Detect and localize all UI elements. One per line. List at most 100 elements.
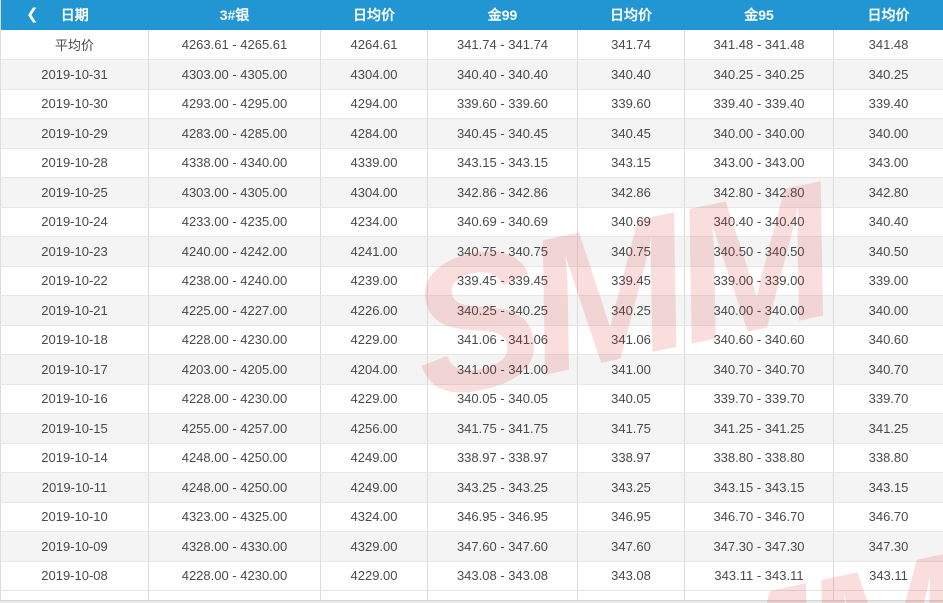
date-cell: 2019-10-21 — [0, 295, 149, 326]
silver3-price-range-cell: 4338.00 - 4340.00 — [148, 148, 321, 178]
gold95-daily-avg-cell: 340.70 — [833, 354, 943, 385]
date-cell: 2019-10-28 — [0, 148, 149, 178]
gold95-daily-avg-cell: 343.15 — [833, 472, 943, 503]
silver3-daily-avg-cell: 4229.00 — [320, 384, 428, 414]
table-row: 2019-10-14 4248.00 - 4250.00 4249.00 338.97… — [0, 443, 943, 473]
gold95-daily-avg-cell: 347.30 — [833, 531, 943, 562]
silver3-daily-avg-cell: 4229.00 — [320, 561, 428, 591]
gold99-price-range-cell: 346.95 - 346.95 — [427, 502, 578, 532]
gold95-daily-avg-cell: 343.11 — [833, 561, 943, 591]
table-row: 2019-10-18 4228.00 - 4230.00 4229.00 341.06… — [0, 325, 943, 355]
table-row: 2019-10-10 4323.00 - 4325.00 4324.00 346.95… — [0, 502, 943, 532]
gold99-daily-avg-cell: 343.25 — [577, 472, 685, 503]
silver3-price-range-cell: 4233.00 - 4235.00 — [148, 207, 321, 237]
gold95-price-range-cell: 341.48 - 341.48 — [684, 30, 834, 60]
table-row: 2019-10-08 4228.00 - 4230.00 4229.00 343.08… — [0, 561, 943, 591]
gold99-price-range-cell: 340.40 - 340.40 — [427, 59, 578, 90]
gold95-daily-avg-cell: 340.40 — [833, 207, 943, 237]
gold99-daily-avg-cell: 340.25 — [577, 295, 685, 326]
silver3-price-range-cell: 4238.00 - 4240.00 — [148, 266, 321, 296]
empty-cell — [684, 590, 834, 603]
gold95-daily-avg-cell: 340.00 — [833, 118, 943, 149]
silver3-daily-avg-cell: 4339.00 — [320, 148, 428, 178]
gold99-price-range-cell: 340.05 - 340.05 — [427, 384, 578, 414]
gold99-daily-avg-cell: 347.60 — [577, 531, 685, 562]
table-body: 平均价 4263.61 - 4265.61 4264.61 341.74 - 341.… — [0, 30, 943, 603]
date-cell: 2019-10-10 — [0, 502, 149, 532]
col-header-date: ❮ 日期 — [0, 0, 149, 30]
date-cell: 2019-10-31 — [0, 59, 149, 90]
gold99-price-range-cell: 340.75 - 340.75 — [427, 236, 578, 267]
gold99-daily-avg-cell: 339.60 — [577, 89, 685, 119]
silver3-daily-avg-cell: 4226.00 — [320, 295, 428, 326]
gold95-price-range-cell: 347.30 - 347.30 — [684, 531, 834, 562]
date-cell: 2019-10-23 — [0, 236, 149, 267]
date-cell: 2019-10-29 — [0, 118, 149, 149]
silver3-daily-avg-cell: 4329.00 — [320, 531, 428, 562]
date-cell: 2019-10-17 — [0, 354, 149, 385]
gold95-price-range-cell: 340.25 - 340.25 — [684, 59, 834, 90]
table-row: 2019-10-17 4203.00 - 4205.00 4204.00 341.00… — [0, 354, 943, 385]
silver3-daily-avg-cell: 4256.00 — [320, 413, 428, 444]
gold99-daily-avg-cell: 346.95 — [577, 502, 685, 532]
gold95-daily-avg-cell: 346.70 — [833, 502, 943, 532]
silver3-daily-avg-cell: 4249.00 — [320, 443, 428, 473]
gold95-price-range-cell: 340.50 - 340.50 — [684, 236, 834, 267]
chevron-left-icon[interactable]: ❮ — [26, 6, 39, 24]
silver3-daily-avg-cell: 4264.61 — [320, 30, 428, 60]
silver3-daily-avg-cell: 4284.00 — [320, 118, 428, 149]
silver3-price-range-cell: 4203.00 - 4205.00 — [148, 354, 321, 385]
gold95-daily-avg-cell: 340.60 — [833, 325, 943, 355]
date-cell: 2019-10-25 — [0, 177, 149, 208]
gold95-daily-avg-cell: 339.40 — [833, 89, 943, 119]
gold95-price-range-cell: 340.00 - 340.00 — [684, 118, 834, 149]
col-header-gold99: 金99 — [427, 0, 578, 30]
gold95-price-range-cell: 339.40 - 339.40 — [684, 89, 834, 119]
gold95-daily-avg-cell: 340.25 — [833, 59, 943, 90]
silver3-daily-avg-cell: 4241.00 — [320, 236, 428, 267]
col-header-date-label: 日期 — [60, 7, 89, 23]
silver3-daily-avg-cell: 4304.00 — [320, 59, 428, 90]
gold95-daily-avg-cell: 341.48 — [833, 30, 943, 60]
col-header-daily-avg-gold99: 日均价 — [577, 0, 685, 30]
col-header-silver3: 3#银 — [148, 0, 321, 30]
date-cell: 2019-10-24 — [0, 207, 149, 237]
table-row: 2019-10-23 4240.00 - 4242.00 4241.00 340.75… — [0, 236, 943, 267]
gold99-daily-avg-cell: 340.40 — [577, 59, 685, 90]
gold95-daily-avg-cell: 338.80 — [833, 443, 943, 473]
gold99-price-range-cell: 341.75 - 341.75 — [427, 413, 578, 444]
date-cell: 2019-10-09 — [0, 531, 149, 562]
gold95-daily-avg-cell: 340.00 — [833, 295, 943, 326]
gold99-daily-avg-cell: 340.05 — [577, 384, 685, 414]
gold99-daily-avg-cell: 338.97 — [577, 443, 685, 473]
silver3-price-range-cell: 4225.00 - 4227.00 — [148, 295, 321, 326]
table-row: 2019-10-31 4303.00 - 4305.00 4304.00 340.40… — [0, 59, 943, 90]
gold99-daily-avg-cell: 341.06 — [577, 325, 685, 355]
silver3-daily-avg-cell: 4204.00 — [320, 354, 428, 385]
gold99-daily-avg-cell: 341.75 — [577, 413, 685, 444]
gold99-price-range-cell: 339.45 - 339.45 — [427, 266, 578, 296]
gold95-price-range-cell: 343.15 - 343.15 — [684, 472, 834, 503]
date-cell: 2019-10-16 — [0, 384, 149, 414]
silver3-price-range-cell: 4263.61 - 4265.61 — [148, 30, 321, 60]
col-header-gold95: 金95 — [684, 0, 834, 30]
date-cell: 平均价 — [0, 30, 149, 60]
gold95-price-range-cell: 340.60 - 340.60 — [684, 325, 834, 355]
table-row: 2019-10-25 4303.00 - 4305.00 4304.00 342.86… — [0, 177, 943, 208]
date-cell: 2019-10-14 — [0, 443, 149, 473]
table-row: 2019-10-22 4238.00 - 4240.00 4239.00 339.45… — [0, 266, 943, 296]
gold99-price-range-cell: 343.25 - 343.25 — [427, 472, 578, 503]
silver3-price-range-cell: 4255.00 - 4257.00 — [148, 413, 321, 444]
silver3-daily-avg-cell: 4234.00 — [320, 207, 428, 237]
gold99-price-range-cell: 341.74 - 341.74 — [427, 30, 578, 60]
table-row: 2019-10-29 4283.00 - 4285.00 4284.00 340.45… — [0, 118, 943, 149]
silver3-price-range-cell: 4248.00 - 4250.00 — [148, 472, 321, 503]
silver3-daily-avg-cell: 4229.00 — [320, 325, 428, 355]
date-cell: 2019-10-08 — [0, 561, 149, 591]
gold99-price-range-cell: 342.86 - 342.86 — [427, 177, 578, 208]
silver3-daily-avg-cell: 4294.00 — [320, 89, 428, 119]
gold95-price-range-cell: 340.70 - 340.70 — [684, 354, 834, 385]
col-header-daily-avg-gold95: 日均价 — [833, 0, 943, 30]
silver3-price-range-cell: 4228.00 - 4230.00 — [148, 384, 321, 414]
